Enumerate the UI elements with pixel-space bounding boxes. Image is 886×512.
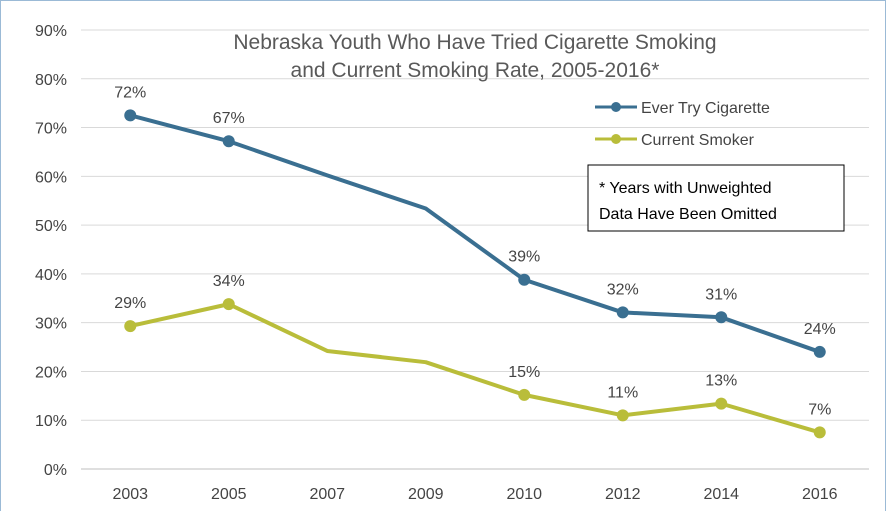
legend-label-current-smoker: Current Smoker bbox=[641, 132, 755, 149]
legend: Ever Try Cigarette Current Smoker bbox=[595, 100, 770, 149]
data-label: 15% bbox=[508, 364, 540, 381]
x-tick-label: 2016 bbox=[802, 486, 838, 503]
series-ever-try-cigarette: 72% 67% 39% 32% 31% 24% bbox=[114, 84, 836, 358]
y-tick-label: 0% bbox=[44, 462, 67, 479]
x-tick-label: 2009 bbox=[408, 486, 444, 503]
x-tick-label: 2003 bbox=[112, 486, 148, 503]
y-tick-label: 40% bbox=[35, 267, 67, 284]
y-tick-label: 20% bbox=[35, 364, 67, 381]
data-point bbox=[715, 311, 728, 324]
data-label: 31% bbox=[705, 286, 737, 303]
data-label: 67% bbox=[213, 110, 245, 127]
y-tick-label: 10% bbox=[35, 413, 67, 430]
x-tick-label: 2012 bbox=[605, 486, 641, 503]
series-line bbox=[129, 113, 821, 354]
data-point bbox=[222, 298, 235, 311]
data-point bbox=[715, 397, 728, 410]
x-tick-label: 2010 bbox=[506, 486, 542, 503]
legend-marker-current-smoker bbox=[611, 134, 621, 144]
y-tick-label: 70% bbox=[35, 121, 67, 138]
y-tick-label: 80% bbox=[35, 72, 67, 89]
gridlines bbox=[81, 29, 869, 470]
data-label: 34% bbox=[213, 273, 245, 290]
data-label: 39% bbox=[508, 249, 540, 266]
y-tick-label: 30% bbox=[35, 316, 67, 333]
x-tick-label: 2005 bbox=[211, 486, 247, 503]
x-tick-label: 2014 bbox=[703, 486, 739, 503]
data-point bbox=[518, 273, 531, 286]
data-label: 24% bbox=[804, 321, 836, 338]
note-line-1: * Years with Unweighted bbox=[599, 180, 772, 197]
y-tick-label: 90% bbox=[35, 23, 67, 40]
data-label: 11% bbox=[607, 384, 638, 401]
chart-title-line-1: Nebraska Youth Who Have Tried Cigarette … bbox=[233, 31, 716, 54]
legend-label-ever-try: Ever Try Cigarette bbox=[641, 100, 770, 117]
data-point bbox=[518, 388, 531, 401]
y-tick-label: 60% bbox=[35, 169, 67, 186]
data-label: 7% bbox=[808, 401, 831, 418]
x-axis-ticks: 2003 2005 2007 2009 2010 2012 2014 2016 bbox=[112, 486, 837, 503]
note-line-2: Data Have Been Omitted bbox=[599, 206, 777, 223]
series-line bbox=[129, 302, 821, 435]
note-box-border bbox=[587, 164, 845, 232]
data-point bbox=[813, 345, 826, 358]
series-layer: 72% 67% 39% 32% 31% 24% 29% 34% 15% 11% 13% 7% bbox=[114, 84, 836, 439]
data-label: 32% bbox=[607, 281, 639, 298]
legend-marker-ever-try bbox=[611, 102, 621, 112]
y-tick-label: 50% bbox=[35, 218, 67, 235]
y-axis-ticks: 0% 10% 20% 30% 40% 50% 60% 70% 80% 90% bbox=[35, 23, 67, 479]
note-box: * Years with Unweighted Data Have Been O… bbox=[587, 164, 845, 232]
data-label: 72% bbox=[114, 84, 146, 101]
x-tick-label: 2007 bbox=[309, 486, 345, 503]
data-point bbox=[124, 320, 137, 333]
data-label: 13% bbox=[705, 373, 737, 390]
data-point bbox=[616, 306, 629, 319]
chart-title-line-2: and Current Smoking Rate, 2005-2016* bbox=[291, 59, 660, 82]
data-point bbox=[124, 109, 137, 122]
series-current-smoker: 29% 34% 15% 11% 13% 7% bbox=[114, 273, 831, 439]
data-point bbox=[222, 135, 235, 148]
data-label: 29% bbox=[114, 295, 146, 312]
data-point bbox=[616, 409, 629, 422]
data-point bbox=[813, 426, 826, 439]
